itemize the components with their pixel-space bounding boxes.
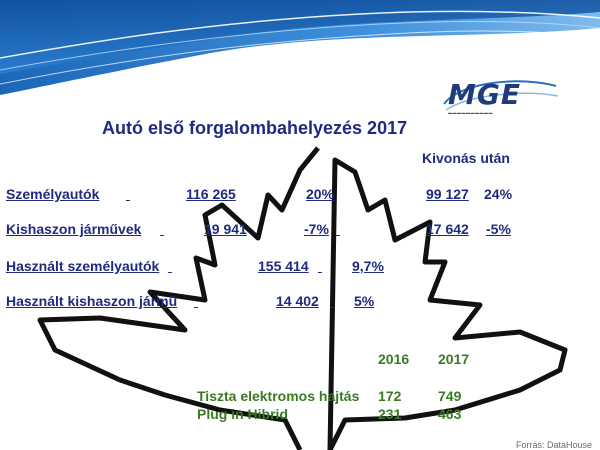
row-value: 116 265 <box>186 186 236 202</box>
ev-row-label: Tiszta elektromos hajtás <box>197 388 360 404</box>
ev-row-label: Plug in Hibrid <box>197 406 288 422</box>
row-value: 19 941 <box>204 221 247 237</box>
source-credit: Forrás: DataHouse <box>516 440 593 450</box>
ev-row-2017: 463 <box>438 406 462 422</box>
row-spacer-underline <box>318 258 352 274</box>
ev-row-2016: 231 <box>378 406 402 422</box>
ev-row-2016: 172 <box>378 388 402 404</box>
logo-tagline-mark: ▬▬▬▬▬▬▬▬▬▬ <box>448 110 493 115</box>
row-change: 20% <box>306 186 335 202</box>
row-change: -7% <box>304 221 329 237</box>
row-change: 9,7% <box>352 258 384 274</box>
ev-row-2017: 749 <box>438 388 462 404</box>
row-after-change: -5% <box>486 221 511 237</box>
row-after-value: 99 127 <box>426 186 469 202</box>
row-spacer-underline <box>194 293 276 309</box>
row-spacer-underline <box>126 186 154 202</box>
row-spacer-underline <box>160 221 204 237</box>
ev-year-2017: 2017 <box>438 351 470 367</box>
kivonas-header: Kivonás után <box>422 150 510 166</box>
row-value: 155 414 <box>258 258 309 274</box>
mge-logo-swoosh <box>443 80 559 111</box>
mge-logo: MGE <box>448 78 521 111</box>
row-spacer-underline <box>168 258 258 274</box>
row-label-hasznalt-kishaszon: Használt kishaszon jármű <box>6 293 178 309</box>
slide-title: Autó első forgalombahelyezés 2017 <box>102 118 408 138</box>
row-after-value: 17 642 <box>426 221 469 237</box>
row-after-change: 24% <box>484 186 513 202</box>
row-spacer-underline <box>336 221 354 237</box>
row-label-szemelyautok: Személyautók <box>6 186 100 202</box>
header-wave-banner <box>0 0 600 110</box>
ev-year-2016: 2016 <box>378 351 410 367</box>
row-spacer-underline <box>330 293 354 309</box>
row-change: 5% <box>354 293 375 309</box>
row-value: 14 402 <box>276 293 319 309</box>
row-label-kishaszon: Kishaszon járművek <box>6 221 142 237</box>
row-label-hasznalt-szemelyautok: Használt személyautók <box>6 258 160 274</box>
